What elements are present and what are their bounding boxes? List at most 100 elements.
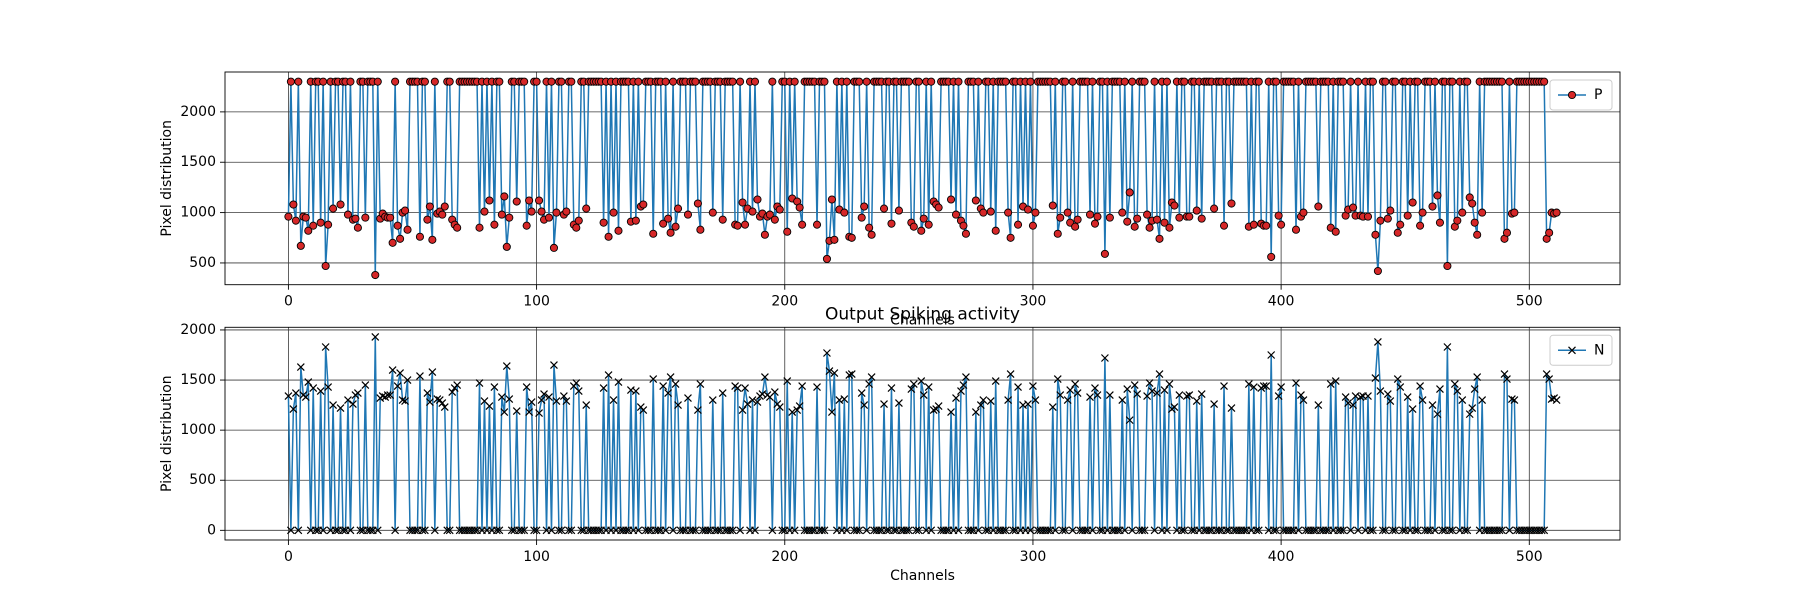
marker	[1068, 77, 1077, 86]
marker	[1155, 234, 1164, 243]
marker	[1143, 210, 1152, 219]
marker	[393, 221, 402, 230]
marker	[1105, 213, 1114, 222]
marker	[1128, 526, 1137, 535]
marker	[356, 526, 365, 535]
marker	[1210, 204, 1219, 213]
marker	[622, 526, 630, 535]
marker	[1381, 526, 1390, 535]
marker	[909, 380, 918, 388]
marker	[907, 385, 916, 393]
marker	[301, 213, 310, 222]
marker	[904, 77, 913, 86]
marker	[331, 526, 340, 535]
marker	[1061, 77, 1070, 86]
marker	[736, 77, 745, 86]
marker	[1227, 199, 1236, 208]
marker	[971, 408, 980, 417]
marker	[1123, 217, 1132, 226]
marker	[1093, 212, 1102, 221]
marker	[971, 196, 980, 205]
marker	[644, 526, 653, 535]
marker	[860, 202, 869, 211]
marker	[733, 384, 742, 392]
marker	[1498, 526, 1506, 535]
marker	[1478, 396, 1487, 405]
marker	[974, 526, 983, 535]
marker	[574, 387, 583, 395]
marker	[703, 526, 712, 535]
marker	[827, 408, 836, 417]
marker	[304, 378, 313, 386]
marker	[520, 526, 529, 535]
marker	[1292, 379, 1300, 387]
marker	[1326, 380, 1335, 388]
marker	[726, 526, 735, 535]
marker	[1096, 526, 1104, 535]
marker	[1413, 77, 1422, 86]
marker	[512, 197, 521, 206]
marker	[1277, 220, 1286, 229]
marker	[1155, 370, 1164, 378]
marker	[545, 393, 553, 402]
marker	[373, 77, 382, 86]
marker	[562, 397, 571, 406]
marker	[1443, 343, 1452, 351]
marker	[475, 379, 484, 387]
marker	[423, 389, 432, 397]
marker	[1013, 220, 1023, 229]
marker	[750, 77, 760, 86]
marker	[1051, 77, 1060, 86]
marker	[790, 526, 799, 535]
marker	[947, 408, 955, 417]
marker	[1066, 386, 1075, 394]
marker	[321, 261, 330, 271]
marker	[1341, 393, 1350, 402]
legend-label: P	[1594, 87, 1602, 103]
marker	[1262, 382, 1271, 390]
marker	[344, 396, 352, 405]
marker	[1029, 382, 1037, 390]
marker	[1346, 526, 1355, 535]
marker	[1056, 391, 1065, 400]
marker	[919, 214, 928, 223]
marker	[991, 226, 1000, 235]
marker	[1363, 212, 1373, 221]
x-tick-label: 400	[1268, 294, 1295, 310]
marker	[296, 363, 305, 371]
marker	[862, 526, 871, 535]
y-tick-label: 1500	[180, 154, 216, 170]
marker	[689, 526, 697, 535]
marker	[957, 387, 965, 395]
marker	[887, 219, 896, 228]
marker	[1386, 206, 1395, 215]
marker	[1403, 393, 1412, 402]
marker	[1254, 526, 1263, 535]
marker	[904, 526, 913, 535]
marker	[649, 375, 658, 383]
marker	[882, 526, 891, 535]
marker	[1448, 526, 1457, 535]
marker	[495, 526, 504, 535]
marker	[537, 207, 546, 216]
marker	[420, 77, 429, 86]
marker	[880, 400, 888, 409]
marker	[453, 381, 462, 389]
marker	[830, 369, 839, 377]
marker	[552, 397, 561, 406]
marker	[582, 204, 591, 213]
marker	[951, 210, 961, 219]
y-tick-label: 0	[207, 522, 216, 538]
marker	[1411, 526, 1420, 535]
marker	[1048, 403, 1057, 412]
marker	[775, 205, 784, 214]
marker	[840, 208, 849, 217]
marker	[1331, 227, 1340, 236]
marker	[760, 373, 769, 381]
marker	[552, 208, 561, 217]
marker	[1505, 77, 1514, 86]
marker	[1277, 383, 1286, 391]
marker	[671, 222, 680, 231]
y-axis-label: Pixel distribution	[159, 120, 175, 237]
